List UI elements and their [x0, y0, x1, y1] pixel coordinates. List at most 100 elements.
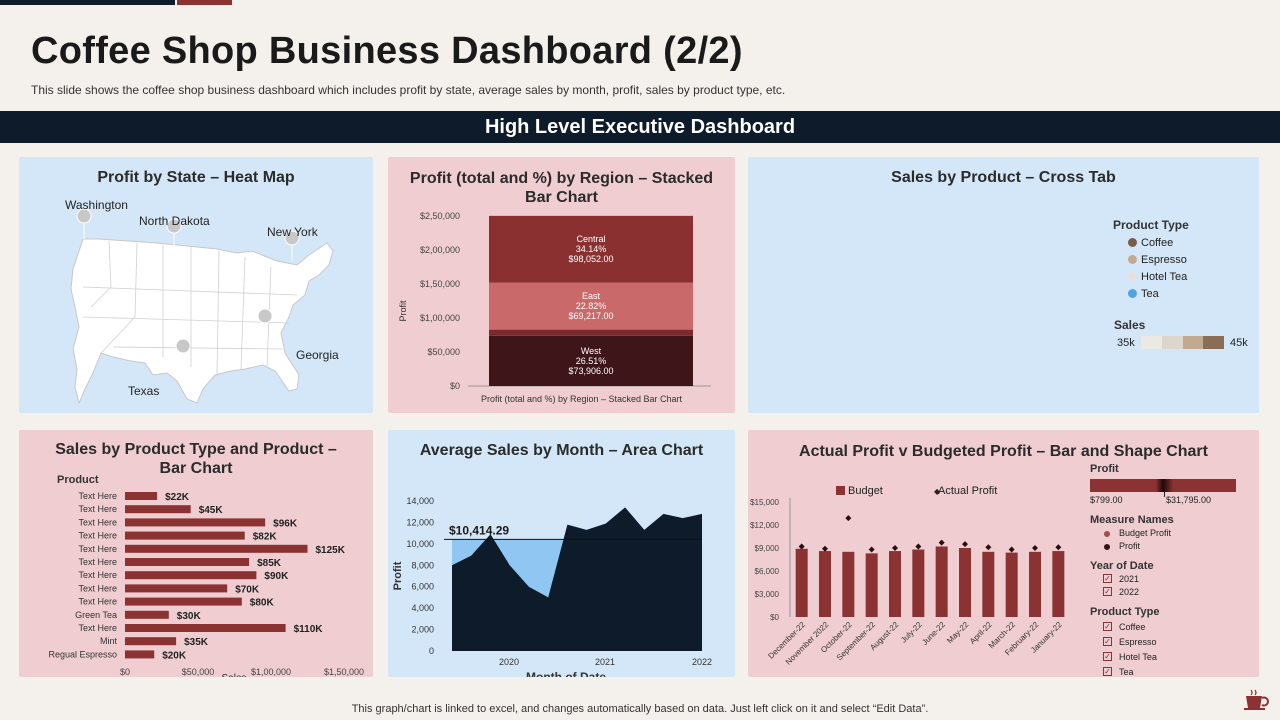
- crosstab-panel: Sales by Product – Cross Tab Product Typ…: [748, 157, 1259, 413]
- profit-legend-title: Profit: [1090, 463, 1119, 475]
- hbar-value-label: $80K: [250, 598, 275, 609]
- segment-region-label: Central: [576, 234, 605, 244]
- budget-bar: [889, 551, 901, 617]
- budget-bar: [912, 549, 925, 617]
- hbar-value-label: $90K: [264, 571, 289, 582]
- x-axis-label: Sales: [221, 673, 246, 677]
- hbar-category-label: Mint: [100, 636, 118, 646]
- hbar-category-label: Text Here: [78, 517, 117, 527]
- legend-actual-label: Actual Profit: [938, 485, 997, 497]
- x-tick-label: $50,000: [182, 667, 215, 677]
- ptype-label: Coffee: [1119, 622, 1146, 632]
- year-checkbox-icon: ✓: [1103, 574, 1112, 583]
- section-banner: High Level Executive Dashboard: [0, 111, 1280, 143]
- hbar-value-label: $22K: [165, 492, 190, 503]
- ptype-checkbox-icon: ✓: [1103, 622, 1112, 631]
- hbar-category-label: Text Here: [78, 504, 117, 514]
- x-tick-label: May-22: [945, 620, 971, 646]
- y-tick-label: $0: [770, 613, 779, 622]
- crosstab-sales-min: 35k: [1117, 337, 1135, 349]
- segment-pct-label: 22.82%: [576, 301, 607, 311]
- area-title: Average Sales by Month – Area Chart: [419, 442, 704, 459]
- footer-note: This graph/chart is linked to excel, and…: [351, 703, 929, 715]
- y-tick-label: $15,000: [750, 498, 779, 507]
- x-tick-label: $0: [120, 667, 130, 677]
- y-tick-label: $3,000: [755, 590, 780, 599]
- hbar-category-label: Text Here: [78, 491, 117, 501]
- hbar-category-label: Regual Espresso: [48, 649, 117, 659]
- hbar-bar: [125, 571, 257, 580]
- area-chart: 0 2,000 4,000 6,000 8,000 10,000 12,000 14,000 P…: [392, 496, 712, 677]
- segment-value-label: $73,906.00: [568, 366, 613, 376]
- stacked-segment-west: [489, 335, 693, 386]
- crosstab-legend-item-2: Hotel Tea: [1128, 271, 1187, 283]
- actual-profit-marker: [845, 515, 852, 522]
- budget-bar: [819, 551, 831, 617]
- legend-dot-icon: [1128, 255, 1137, 264]
- hbar-value-label: $110K: [294, 624, 324, 635]
- x-axis-label: Month of Date: [526, 670, 606, 677]
- ptype-label: Hotel Tea: [1119, 652, 1157, 662]
- legend-dot-icon: [1128, 272, 1137, 281]
- crosstab-legend-title: Product Type: [1113, 218, 1189, 232]
- budget-bar: [865, 553, 878, 617]
- hbar-value-label: $70K: [235, 584, 260, 595]
- hbar-category-label: Text Here: [78, 597, 117, 607]
- y-tick-label: 2,000: [411, 625, 434, 635]
- usa-map: [70, 208, 334, 405]
- budget-bar: [1005, 552, 1018, 617]
- state-label-north-dakota: North Dakota: [139, 214, 210, 228]
- legend-label: Espresso: [1141, 254, 1187, 266]
- y-tick-label: 4,000: [411, 603, 434, 613]
- y-tick-label: $50,000: [427, 347, 460, 357]
- crosstab-legend-item-1: Espresso: [1128, 254, 1187, 266]
- ptype-label: Espresso: [1119, 637, 1157, 647]
- actual-profit-marker: [1032, 545, 1038, 551]
- legend-budget-label: Budget: [848, 485, 883, 497]
- stacked-bar-chart: $0 $50,000 $1,00,000 $1,50,000 $2,00,000 $2,5…: [398, 211, 711, 404]
- crosstab-sales-title: Sales: [1114, 318, 1146, 332]
- state-label-washington: Washington: [65, 198, 128, 212]
- legend-actual-icon: ◆: [934, 487, 941, 496]
- page-subtitle: This slide shows the coffee shop busines…: [31, 83, 786, 97]
- year-label: 2022: [1119, 587, 1140, 597]
- actual-profit-marker: [938, 539, 945, 546]
- budget-panel: Actual Profit v Budgeted Profit – Bar an…: [748, 430, 1259, 677]
- year-label: 2021: [1119, 574, 1140, 584]
- x-tick-label: $1,00,000: [251, 667, 291, 677]
- area-panel: Average Sales by Month – Area Chart 0 2,0…: [388, 430, 735, 677]
- heatmap-title: Profit by State – Heat Map: [97, 169, 295, 186]
- segment-pct-label: 26.51%: [576, 356, 607, 366]
- actual-profit-marker: [1008, 546, 1015, 553]
- x-tick-label: 2021: [595, 657, 615, 667]
- hbar-value-label: $96K: [273, 518, 298, 529]
- hbar-value-label: $30K: [177, 611, 202, 622]
- crosstab-legend-item-0: Coffee: [1128, 237, 1173, 249]
- area-reference-label: $10,414.29: [449, 523, 509, 537]
- year-checkbox-icon: ✓: [1103, 587, 1112, 596]
- pin-texas-icon: [175, 338, 191, 370]
- x-tick-label: 2020: [499, 657, 519, 667]
- hbar-bar: [125, 544, 308, 553]
- measure-label: Profit: [1119, 541, 1141, 551]
- y-axis-label: Profit: [392, 561, 404, 590]
- budget-title: Actual Profit v Budgeted Profit – Bar an…: [799, 443, 1208, 460]
- budget-bar: [795, 548, 808, 617]
- y-tick-label: 10,000: [406, 539, 434, 549]
- profit-marker-tick: [1164, 492, 1165, 497]
- hbar-chart: Product Text Here $22K Text Here $45K Text He…: [48, 474, 364, 677]
- x-tick-label: June-22: [920, 620, 947, 647]
- hbar-bar: [125, 531, 245, 540]
- x-axis-label: Profit (total and %) by Region – Stacked…: [481, 394, 683, 404]
- y-tick-label: $1,00,000: [420, 313, 460, 323]
- crosstab-legend-item-3: Tea: [1128, 288, 1159, 300]
- legend-label: Hotel Tea: [1141, 271, 1188, 283]
- hbar-bar: [125, 492, 158, 500]
- measure-legend-title: Measure Names: [1090, 514, 1174, 526]
- crosstab-sales-max: 45k: [1230, 337, 1248, 349]
- ptype-label: Tea: [1119, 667, 1134, 677]
- hbar-value-label: $82K: [253, 532, 278, 543]
- stacked-bar-panel: Profit (total and %) by Region – Stacked…: [388, 157, 735, 413]
- hbar-value-label: $20K: [162, 650, 187, 661]
- year-legend-title: Year of Date: [1090, 560, 1154, 572]
